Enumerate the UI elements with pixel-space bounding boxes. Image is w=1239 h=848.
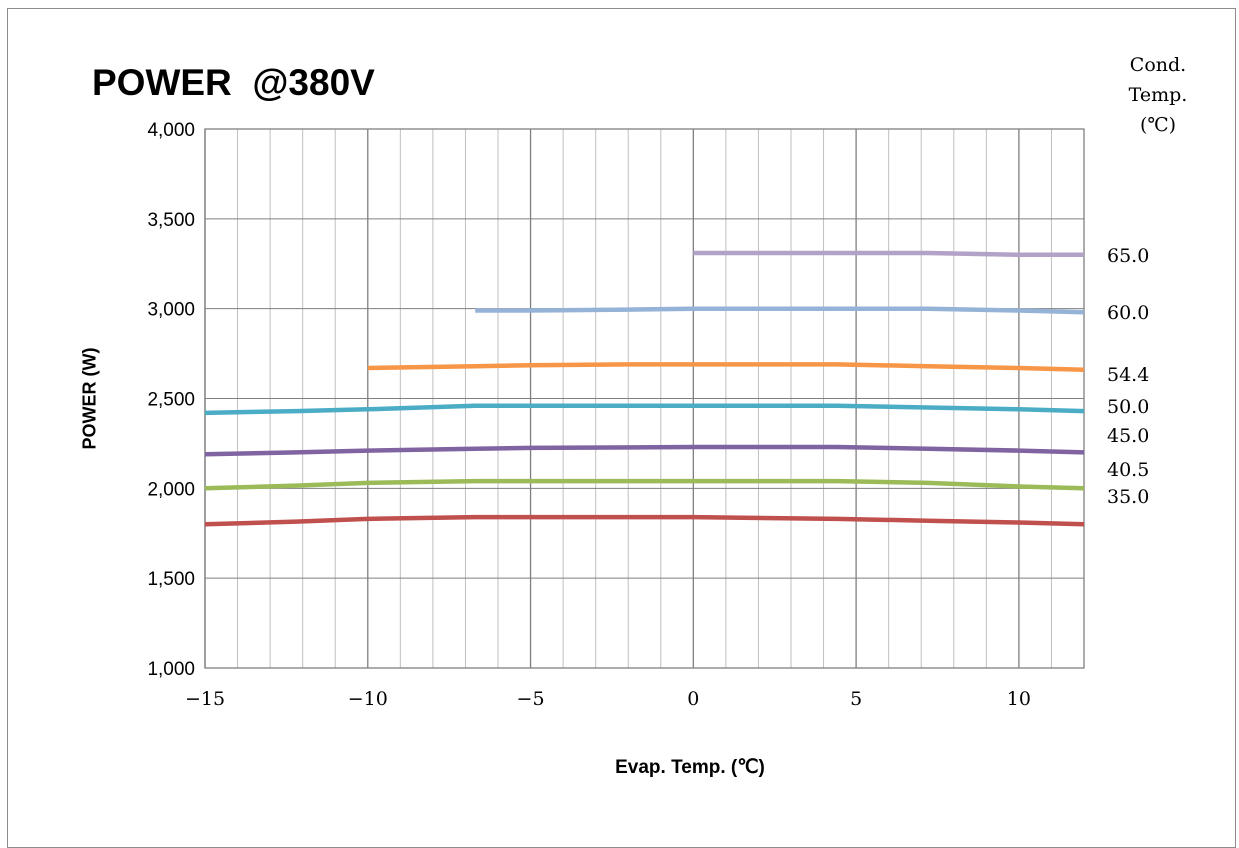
series-line-54-4 <box>367 362 1085 373</box>
chart-title: POWER @380V <box>92 62 375 103</box>
series-line-65-0 <box>693 250 1084 258</box>
legend-title-line-2: Temp. <box>1128 84 1188 106</box>
y-tick-label: 1,500 <box>147 569 195 590</box>
series-line-40-5 <box>204 478 1085 491</box>
series-layer <box>204 250 1085 527</box>
y-tick-label: 4,000 <box>147 120 195 141</box>
series-label: 65.0 <box>1107 245 1149 267</box>
y-tick-labels: 1,000 1,500 2,000 2,500 3,000 3,500 4,000 <box>147 120 195 680</box>
y-axis-label: POWER (W) <box>79 347 100 450</box>
series-line-45-0 <box>204 444 1085 457</box>
series-label: 45.0 <box>1107 425 1149 447</box>
series-line-35-0 <box>204 514 1085 527</box>
series-label: 50.0 <box>1107 396 1149 418</box>
series-label: 54.4 <box>1107 364 1149 386</box>
y-tick-label: 2,000 <box>147 479 195 500</box>
series-label: 60.0 <box>1107 302 1149 324</box>
series-label: 35.0 <box>1107 486 1149 508</box>
legend-title-line-1: Cond. <box>1129 54 1187 76</box>
x-axis-label: Evap. Temp. (℃) <box>615 757 765 778</box>
y-tick-label: 3,000 <box>147 300 195 321</box>
legend-title: Cond. Temp. (℃) <box>1108 50 1208 140</box>
x-tick-label: −5 <box>517 688 545 710</box>
series-line-60-0 <box>475 306 1085 315</box>
legend-title-line-3: (℃) <box>1139 114 1177 136</box>
x-tick-label: 0 <box>687 688 699 710</box>
series-label: 40.5 <box>1107 459 1149 481</box>
series-labels: 65.0 60.0 54.4 50.0 45.0 40.5 35.0 <box>1107 245 1149 508</box>
x-tick-label: 10 <box>1007 688 1031 710</box>
plot-border <box>204 128 1085 669</box>
series-line-50-0 <box>204 403 1085 416</box>
x-tick-label: 5 <box>850 688 862 710</box>
y-tick-label: 3,500 <box>147 210 195 231</box>
y-tick-label: 1,000 <box>147 659 195 680</box>
x-tick-label: −15 <box>185 688 225 710</box>
x-tick-labels: −15 −10 −5 0 5 10 <box>185 688 1031 710</box>
y-tick-label: 2,500 <box>147 390 195 411</box>
x-tick-label: −10 <box>348 688 388 710</box>
grid-layer <box>204 128 1085 669</box>
